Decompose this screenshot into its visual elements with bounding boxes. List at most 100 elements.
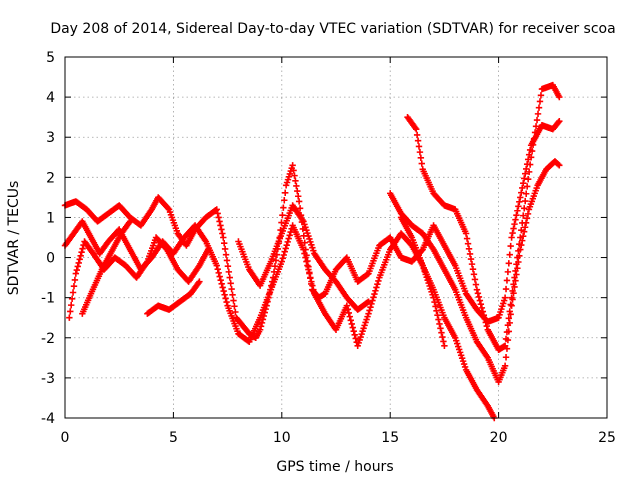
y-tick-label: 2 xyxy=(46,170,55,186)
axis-ticks: 0 5 10 15 20 25 -4 -3 -2 -1 0 1 2 3 4 5 xyxy=(41,50,616,446)
data-point xyxy=(310,286,317,293)
x-axis-label: GPS time / hours xyxy=(276,459,393,475)
data-point xyxy=(525,168,533,176)
data-point xyxy=(79,245,86,252)
data-point xyxy=(471,276,479,283)
data-point xyxy=(372,287,379,294)
data-point xyxy=(529,141,537,149)
data-point xyxy=(222,251,230,258)
data-point xyxy=(272,257,280,264)
data-point xyxy=(213,206,220,213)
data-point xyxy=(530,135,538,142)
data-point xyxy=(505,315,513,322)
data-point xyxy=(219,284,226,291)
data-point xyxy=(501,294,509,301)
y-tick-label: 5 xyxy=(46,50,55,66)
data-point xyxy=(436,320,443,328)
data-point xyxy=(375,277,382,285)
data-point xyxy=(437,325,444,332)
data-point xyxy=(510,225,517,232)
data-point xyxy=(223,298,230,306)
data-point xyxy=(366,307,373,314)
data-point xyxy=(216,273,223,280)
data-point xyxy=(306,270,313,277)
data-point xyxy=(223,257,231,264)
data-point xyxy=(302,254,309,261)
data-point xyxy=(304,262,311,269)
data-point xyxy=(370,294,377,301)
data-point xyxy=(534,110,542,118)
data-point xyxy=(291,172,298,179)
data-point xyxy=(373,284,380,291)
data-point xyxy=(462,230,470,237)
data-point xyxy=(220,287,227,295)
data-point xyxy=(441,342,448,349)
y-tick-label: -4 xyxy=(41,411,55,427)
data-point xyxy=(521,224,529,231)
data-point xyxy=(76,256,83,263)
data-point xyxy=(432,303,439,310)
data-point xyxy=(512,216,519,223)
data-point xyxy=(295,193,302,200)
data-point xyxy=(517,194,524,201)
data-point xyxy=(308,278,315,285)
data-point xyxy=(282,245,289,252)
data-point xyxy=(440,338,447,345)
data-point xyxy=(309,282,316,289)
data-point xyxy=(218,226,225,233)
data-points xyxy=(61,81,563,422)
data-point xyxy=(303,258,310,265)
data-point xyxy=(433,307,440,314)
data-point xyxy=(522,190,530,197)
data-point xyxy=(472,281,480,288)
data-point xyxy=(352,335,359,342)
data-point xyxy=(281,197,288,204)
data-point xyxy=(349,324,356,331)
data-point xyxy=(511,220,518,228)
data-point xyxy=(228,285,235,293)
y-tick-label: 1 xyxy=(46,210,55,226)
data-point xyxy=(516,252,523,259)
data-point xyxy=(516,198,523,206)
data-point xyxy=(367,303,374,311)
data-point xyxy=(509,296,516,303)
data-point xyxy=(293,182,300,190)
data-point xyxy=(126,218,134,225)
data-point xyxy=(285,235,292,242)
data-point xyxy=(214,210,221,217)
series-trace-3 xyxy=(66,234,212,321)
data-point xyxy=(214,266,221,273)
data-point xyxy=(365,310,372,317)
data-point xyxy=(439,333,446,341)
data-point xyxy=(78,249,85,256)
chart-title: Day 208 of 2014, Sidereal Day-to-day VTE… xyxy=(50,21,615,37)
data-point xyxy=(518,189,525,196)
data-point xyxy=(481,315,489,323)
data-point xyxy=(511,283,518,291)
data-point xyxy=(68,295,76,303)
data-point xyxy=(416,148,424,156)
data-point xyxy=(218,280,225,288)
data-point xyxy=(467,255,475,263)
data-point xyxy=(231,303,238,310)
data-point xyxy=(537,92,545,99)
data-point xyxy=(506,251,513,258)
data-point xyxy=(204,246,212,253)
data-point xyxy=(216,218,223,225)
y-tick-label: 0 xyxy=(46,251,55,267)
data-point xyxy=(480,311,488,319)
data-point xyxy=(66,314,73,321)
data-point xyxy=(343,302,351,309)
data-point xyxy=(470,271,478,278)
data-point xyxy=(279,211,286,219)
data-point xyxy=(508,302,515,309)
data-point xyxy=(77,252,84,259)
data-point xyxy=(506,319,513,327)
data-point xyxy=(520,212,527,219)
data-point xyxy=(229,291,236,299)
data-point xyxy=(513,212,520,219)
data-point xyxy=(220,240,228,247)
data-point xyxy=(519,232,527,240)
data-point xyxy=(482,319,489,326)
